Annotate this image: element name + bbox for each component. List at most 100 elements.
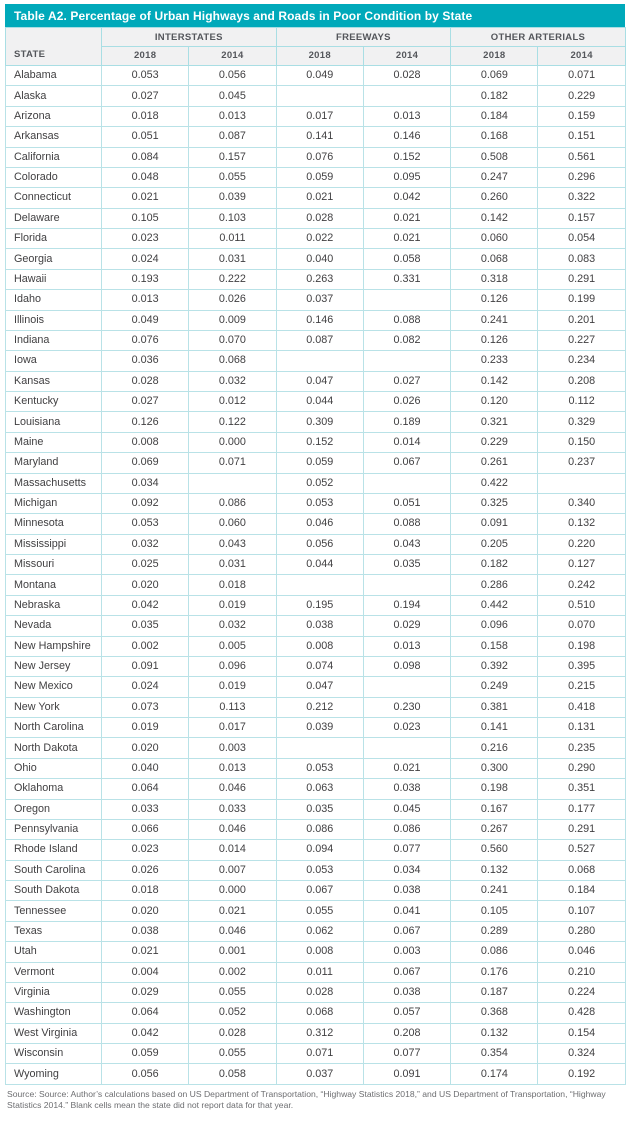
value-cell: 0.198 (450, 778, 539, 800)
value-cell: 0.046 (188, 920, 277, 943)
value-cell: 0.296 (537, 166, 626, 189)
state-cell: Arizona (5, 105, 102, 128)
state-cell: Maryland (5, 452, 102, 474)
value-cell: 0.077 (362, 1042, 452, 1065)
value-cell: 0.049 (275, 64, 364, 87)
value-cell: 0.381 (450, 696, 539, 719)
value-cell: 0.055 (188, 1042, 277, 1065)
value-cell: 0.442 (450, 594, 539, 617)
value-cell: 0.193 (100, 268, 190, 291)
value-cell: 0.045 (188, 85, 277, 107)
value-cell: 0.132 (450, 1022, 539, 1045)
value-cell: 0.322 (537, 187, 626, 209)
table-row: Arkansas 0.051 0.087 0.141 0.146 0.168 0.151 (5, 126, 626, 148)
table-body: Alabama 0.053 0.056 0.049 0.028 0.069 0.071 Ala… (5, 64, 626, 1085)
value-cell: 0.227 (537, 329, 626, 352)
value-cell: 0.018 (100, 105, 190, 128)
value-cell: 0.071 (188, 452, 277, 474)
value-cell: 0.021 (100, 187, 190, 209)
value-cell: 0.112 (537, 390, 626, 413)
value-cell: 0.071 (275, 1042, 364, 1065)
table-header: STATE INTERSTATES FREEWAYS OTHER ARTERIA… (5, 27, 626, 66)
value-cell: 0.091 (100, 655, 190, 678)
table-row: South Carolina 0.026 0.007 0.053 0.034 0.132 0… (5, 859, 626, 882)
table-row: New Jersey 0.091 0.096 0.074 0.098 0.392 0.395 (5, 655, 626, 678)
value-cell (362, 737, 452, 759)
value-cell: 0.237 (537, 452, 626, 474)
value-cell: 0.142 (450, 207, 539, 230)
table-row: Tennessee 0.020 0.021 0.055 0.041 0.105 0.107 (5, 900, 626, 922)
value-cell: 0.032 (188, 615, 277, 637)
value-cell: 0.053 (100, 513, 190, 535)
value-cell: 0.095 (362, 166, 452, 189)
value-cell: 0.017 (275, 105, 364, 128)
value-cell: 0.026 (100, 859, 190, 882)
table-row: North Dakota 0.020 0.003 0.216 0.235 (5, 737, 626, 759)
value-cell: 0.067 (362, 920, 452, 943)
value-cell: 0.071 (537, 64, 626, 87)
table-row: Missouri 0.025 0.031 0.044 0.035 0.182 0.127 (5, 553, 626, 576)
table-row: Michigan 0.092 0.086 0.053 0.051 0.325 0.340 (5, 492, 626, 515)
group-header-freeways: FREEWAYS (275, 27, 452, 47)
value-cell: 0.422 (450, 472, 539, 494)
value-cell: 0.157 (537, 207, 626, 230)
value-cell: 0.035 (362, 553, 452, 576)
value-cell: 0.005 (188, 635, 277, 657)
value-cell: 0.034 (100, 472, 190, 494)
value-cell: 0.047 (275, 676, 364, 698)
table-row: Georgia 0.024 0.031 0.040 0.058 0.068 0.083 (5, 248, 626, 270)
state-cell: Delaware (5, 207, 102, 230)
value-cell: 0.182 (450, 553, 539, 576)
state-cell: Maine (5, 431, 102, 454)
state-cell: Idaho (5, 289, 102, 311)
value-cell: 0.113 (188, 696, 277, 719)
value-cell: 0.051 (100, 126, 190, 148)
value-cell: 0.021 (362, 207, 452, 230)
value-cell: 0.027 (100, 390, 190, 413)
value-cell: 0.032 (100, 533, 190, 556)
value-cell: 0.189 (362, 411, 452, 433)
value-cell: 0.312 (275, 1022, 364, 1045)
value-cell: 0.066 (100, 818, 190, 841)
value-cell: 0.020 (100, 737, 190, 759)
value-cell: 0.086 (362, 818, 452, 841)
value-cell: 0.199 (537, 289, 626, 311)
value-cell: 0.224 (537, 981, 626, 1004)
value-cell: 0.046 (275, 513, 364, 535)
value-cell: 0.260 (450, 187, 539, 209)
table-row: Montana 0.020 0.018 0.286 0.242 (5, 574, 626, 596)
state-cell: South Dakota (5, 879, 102, 902)
value-cell: 0.076 (275, 146, 364, 168)
table-row: Utah 0.021 0.001 0.008 0.003 0.086 0.046 (5, 941, 626, 963)
value-cell: 0.210 (537, 961, 626, 983)
value-cell (275, 737, 364, 759)
value-cell: 0.020 (100, 900, 190, 922)
value-cell: 0.261 (450, 452, 539, 474)
state-cell: Colorado (5, 166, 102, 189)
table-row: Illinois 0.049 0.009 0.146 0.088 0.241 0.201 (5, 309, 626, 331)
table-row: Alaska 0.027 0.045 0.182 0.229 (5, 85, 626, 107)
value-cell: 0.035 (275, 798, 364, 820)
value-cell: 0.082 (362, 329, 452, 352)
value-cell: 0.007 (188, 859, 277, 882)
table-row: Iowa 0.036 0.068 0.233 0.234 (5, 350, 626, 372)
state-cell: Minnesota (5, 513, 102, 535)
value-cell: 0.073 (100, 696, 190, 719)
table-row: Maryland 0.069 0.071 0.059 0.067 0.261 0.237 (5, 452, 626, 474)
value-cell: 0.067 (362, 961, 452, 983)
value-cell: 0.241 (450, 879, 539, 902)
value-cell: 0.021 (188, 900, 277, 922)
table-row: Idaho 0.013 0.026 0.037 0.126 0.199 (5, 289, 626, 311)
value-cell: 0.561 (537, 146, 626, 168)
value-cell: 0.068 (275, 1002, 364, 1024)
value-cell: 0.052 (188, 1002, 277, 1024)
value-cell: 0.086 (450, 941, 539, 963)
state-cell: Utah (5, 941, 102, 963)
value-cell: 0.069 (450, 64, 539, 87)
value-cell: 0.098 (362, 655, 452, 678)
value-cell (362, 85, 452, 107)
value-cell: 0.008 (275, 635, 364, 657)
table-row: Arizona 0.018 0.013 0.017 0.013 0.184 0.159 (5, 105, 626, 128)
table-row: New York 0.073 0.113 0.212 0.230 0.381 0.418 (5, 696, 626, 719)
value-cell: 0.024 (100, 676, 190, 698)
